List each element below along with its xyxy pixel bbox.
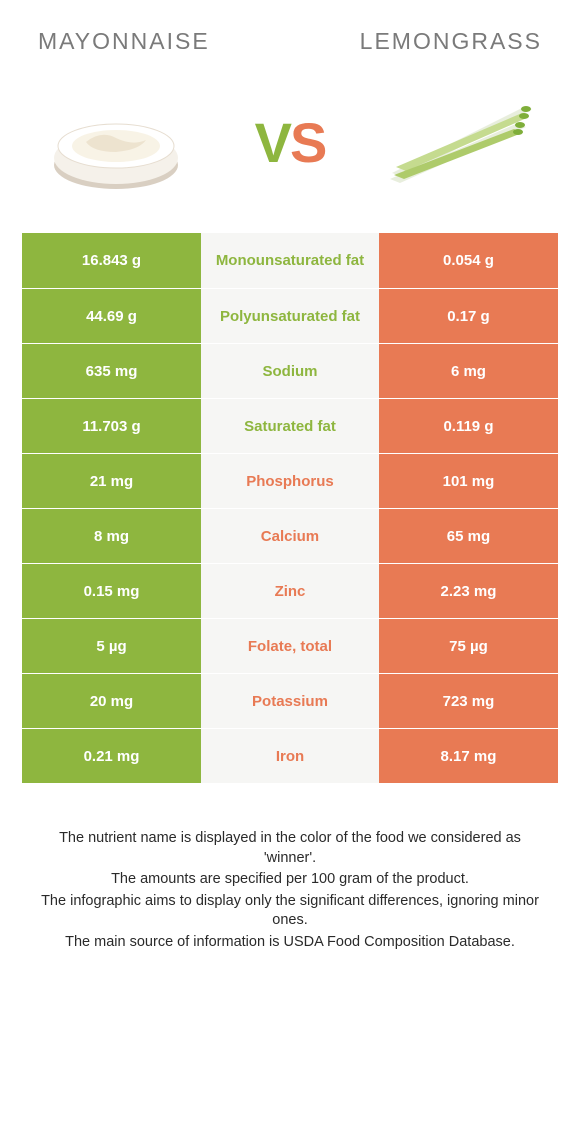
nutrient-label: Potassium <box>201 674 379 728</box>
value-left: 5 µg <box>22 619 201 673</box>
value-right: 6 mg <box>379 344 558 398</box>
value-right: 0.17 g <box>379 289 558 343</box>
table-row: 8 mgCalcium65 mg <box>22 508 558 563</box>
lemongrass-image <box>384 87 544 197</box>
table-row: 21 mgPhosphorus101 mg <box>22 453 558 508</box>
table-row: 635 mgSodium6 mg <box>22 343 558 398</box>
value-left: 0.15 mg <box>22 564 201 618</box>
mayo-image <box>36 87 196 197</box>
nutrient-label: Monounsaturated fat <box>201 233 379 288</box>
value-left: 20 mg <box>22 674 201 728</box>
value-right: 2.23 mg <box>379 564 558 618</box>
nutrient-table: 16.843 gMonounsaturated fat0.054 g44.69 … <box>22 233 558 783</box>
table-row: 0.15 mgZinc2.23 mg <box>22 563 558 618</box>
value-left: 21 mg <box>22 454 201 508</box>
value-right: 0.119 g <box>379 399 558 453</box>
footer-line: The infographic aims to display only the… <box>34 892 546 931</box>
value-right: 65 mg <box>379 509 558 563</box>
value-left: 44.69 g <box>22 289 201 343</box>
nutrient-label: Phosphorus <box>201 454 379 508</box>
vs-label: VS <box>255 110 326 175</box>
nutrient-label: Iron <box>201 729 379 783</box>
value-left: 16.843 g <box>22 233 201 288</box>
footer-line: The nutrient name is displayed in the co… <box>34 829 546 868</box>
header: MAYONNAISE LEMONGRASS <box>0 0 580 55</box>
vs-s: S <box>290 111 325 174</box>
nutrient-label: Calcium <box>201 509 379 563</box>
nutrient-label: Zinc <box>201 564 379 618</box>
value-right: 723 mg <box>379 674 558 728</box>
value-left: 8 mg <box>22 509 201 563</box>
nutrient-label: Polyunsaturated fat <box>201 289 379 343</box>
nutrient-label: Folate, total <box>201 619 379 673</box>
hero: VS <box>0 55 580 225</box>
footer-notes: The nutrient name is displayed in the co… <box>0 783 580 952</box>
value-left: 11.703 g <box>22 399 201 453</box>
value-right: 101 mg <box>379 454 558 508</box>
vs-v: V <box>255 111 290 174</box>
footer-line: The amounts are specified per 100 gram o… <box>34 870 546 890</box>
nutrient-label: Sodium <box>201 344 379 398</box>
value-right: 0.054 g <box>379 233 558 288</box>
table-row: 16.843 gMonounsaturated fat0.054 g <box>22 233 558 288</box>
table-row: 44.69 gPolyunsaturated fat0.17 g <box>22 288 558 343</box>
title-right: LEMONGRASS <box>360 28 542 55</box>
title-left: MAYONNAISE <box>38 28 210 55</box>
value-left: 0.21 mg <box>22 729 201 783</box>
footer-line: The main source of information is USDA F… <box>34 933 546 953</box>
table-row: 11.703 gSaturated fat0.119 g <box>22 398 558 453</box>
table-row: 5 µgFolate, total75 µg <box>22 618 558 673</box>
table-row: 0.21 mgIron8.17 mg <box>22 728 558 783</box>
table-row: 20 mgPotassium723 mg <box>22 673 558 728</box>
value-right: 75 µg <box>379 619 558 673</box>
value-left: 635 mg <box>22 344 201 398</box>
nutrient-label: Saturated fat <box>201 399 379 453</box>
value-right: 8.17 mg <box>379 729 558 783</box>
